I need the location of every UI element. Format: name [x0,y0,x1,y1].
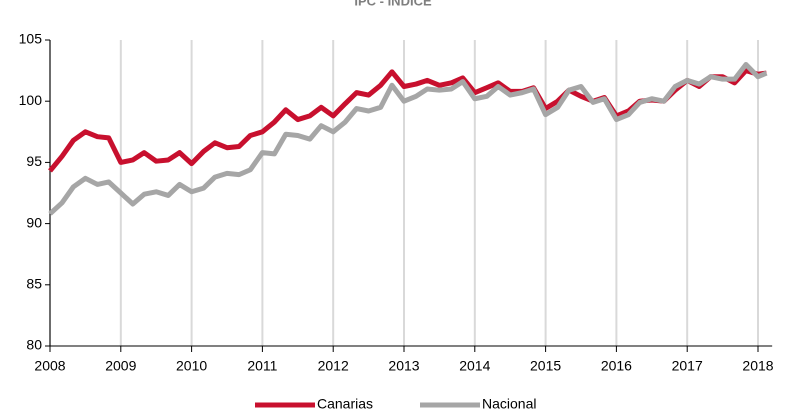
x-tick-label: 2017 [672,358,703,374]
y-tick-label: 105 [19,31,43,47]
x-tick-label: 2014 [459,358,490,374]
line-series [48,68,767,173]
x-tick-label: 2013 [388,358,419,374]
x-tick-label: 2018 [742,358,773,374]
y-tick-label: 80 [26,337,42,353]
x-tick-label: 2009 [105,358,136,374]
x-tick-label: 2010 [176,358,207,374]
x-tick-label: 2012 [318,358,349,374]
x-tick-label: 2008 [34,358,65,374]
x-tick-label: 2015 [530,358,561,374]
y-tick-label: 90 [26,214,42,230]
line-series [48,61,768,216]
legend-label: Canarias [317,396,373,412]
y-tick-label: 85 [26,276,42,292]
y-tick-label: 100 [19,92,43,108]
x-tick-label: 2016 [601,358,632,374]
x-tick-label: 2011 [247,358,277,374]
legend-label: Nacional [482,396,536,412]
y-tick-label: 95 [26,153,42,169]
chart-title: IPC - ÍNDICE [354,0,432,8]
